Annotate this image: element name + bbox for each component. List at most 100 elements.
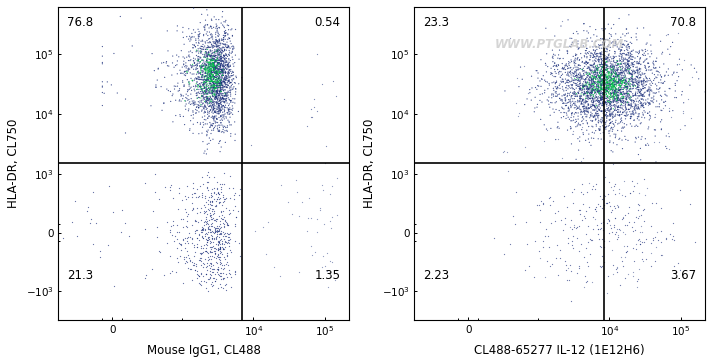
- Point: [594, 98, 605, 103]
- Point: [195, 50, 206, 56]
- Point: [58, 235, 69, 241]
- Point: [590, 104, 601, 110]
- Point: [201, 91, 213, 97]
- Point: [590, 56, 602, 62]
- Point: [596, 64, 607, 70]
- Point: [186, 277, 197, 283]
- Point: [219, 30, 231, 36]
- Point: [613, 107, 624, 113]
- Point: [649, 127, 660, 133]
- Point: [199, 68, 211, 74]
- Point: [211, 43, 223, 48]
- Point: [181, 34, 192, 40]
- Point: [556, 79, 567, 85]
- Point: [207, 63, 219, 69]
- Point: [189, 29, 201, 35]
- Point: [513, 110, 525, 116]
- Point: [205, 32, 216, 37]
- Point: [614, 74, 626, 80]
- Point: [607, 94, 619, 99]
- Point: [600, 76, 611, 82]
- Point: [197, 63, 209, 69]
- Point: [214, 196, 225, 202]
- Point: [601, 56, 612, 62]
- Point: [214, 241, 226, 246]
- Point: [573, 265, 585, 270]
- Point: [603, 78, 614, 84]
- Point: [611, 95, 622, 101]
- Point: [218, 62, 229, 68]
- Point: [209, 102, 220, 108]
- Point: [597, 90, 609, 96]
- Point: [198, 94, 209, 100]
- Point: [632, 75, 643, 80]
- Point: [220, 81, 231, 87]
- Point: [595, 80, 606, 86]
- Point: [208, 85, 219, 91]
- Point: [600, 88, 612, 94]
- Point: [198, 226, 209, 232]
- Point: [597, 64, 609, 70]
- Point: [182, 240, 194, 245]
- Point: [600, 125, 611, 131]
- Point: [621, 83, 632, 89]
- Point: [215, 231, 226, 237]
- Point: [216, 76, 227, 82]
- Point: [610, 79, 622, 84]
- Point: [562, 90, 573, 96]
- Point: [643, 84, 654, 90]
- Point: [219, 111, 231, 117]
- Point: [209, 67, 220, 73]
- Point: [623, 87, 634, 93]
- Point: [211, 80, 223, 86]
- Point: [586, 82, 597, 87]
- Point: [577, 191, 589, 197]
- Point: [597, 73, 608, 79]
- Point: [209, 250, 221, 256]
- Text: 0.54: 0.54: [314, 16, 340, 29]
- Point: [632, 104, 644, 110]
- Point: [594, 127, 605, 133]
- Point: [210, 50, 221, 56]
- Point: [197, 130, 208, 136]
- Point: [571, 72, 582, 78]
- Point: [224, 107, 235, 113]
- Point: [196, 98, 207, 103]
- Point: [622, 83, 634, 89]
- Point: [551, 242, 562, 248]
- Point: [585, 63, 597, 68]
- Point: [221, 74, 232, 80]
- Point: [213, 84, 224, 90]
- Point: [578, 254, 590, 260]
- Point: [202, 100, 214, 106]
- Point: [596, 60, 607, 66]
- Point: [199, 88, 211, 94]
- Point: [203, 236, 214, 241]
- Point: [589, 80, 600, 86]
- Point: [583, 82, 595, 87]
- Point: [596, 263, 607, 269]
- Point: [192, 102, 204, 108]
- Point: [209, 196, 220, 202]
- Point: [214, 90, 226, 96]
- Point: [638, 207, 649, 213]
- Point: [646, 98, 657, 104]
- Point: [563, 105, 575, 111]
- Point: [572, 90, 584, 96]
- Point: [197, 52, 209, 58]
- Point: [206, 96, 217, 102]
- Point: [209, 91, 220, 97]
- Point: [557, 71, 568, 77]
- Point: [184, 126, 196, 132]
- Point: [597, 99, 609, 104]
- Point: [615, 77, 627, 83]
- Point: [622, 93, 634, 99]
- Point: [192, 108, 203, 114]
- Point: [220, 73, 231, 79]
- Point: [192, 62, 203, 68]
- Point: [212, 61, 224, 67]
- Point: [185, 91, 197, 97]
- Point: [595, 118, 606, 124]
- Point: [639, 85, 650, 91]
- Point: [230, 190, 241, 196]
